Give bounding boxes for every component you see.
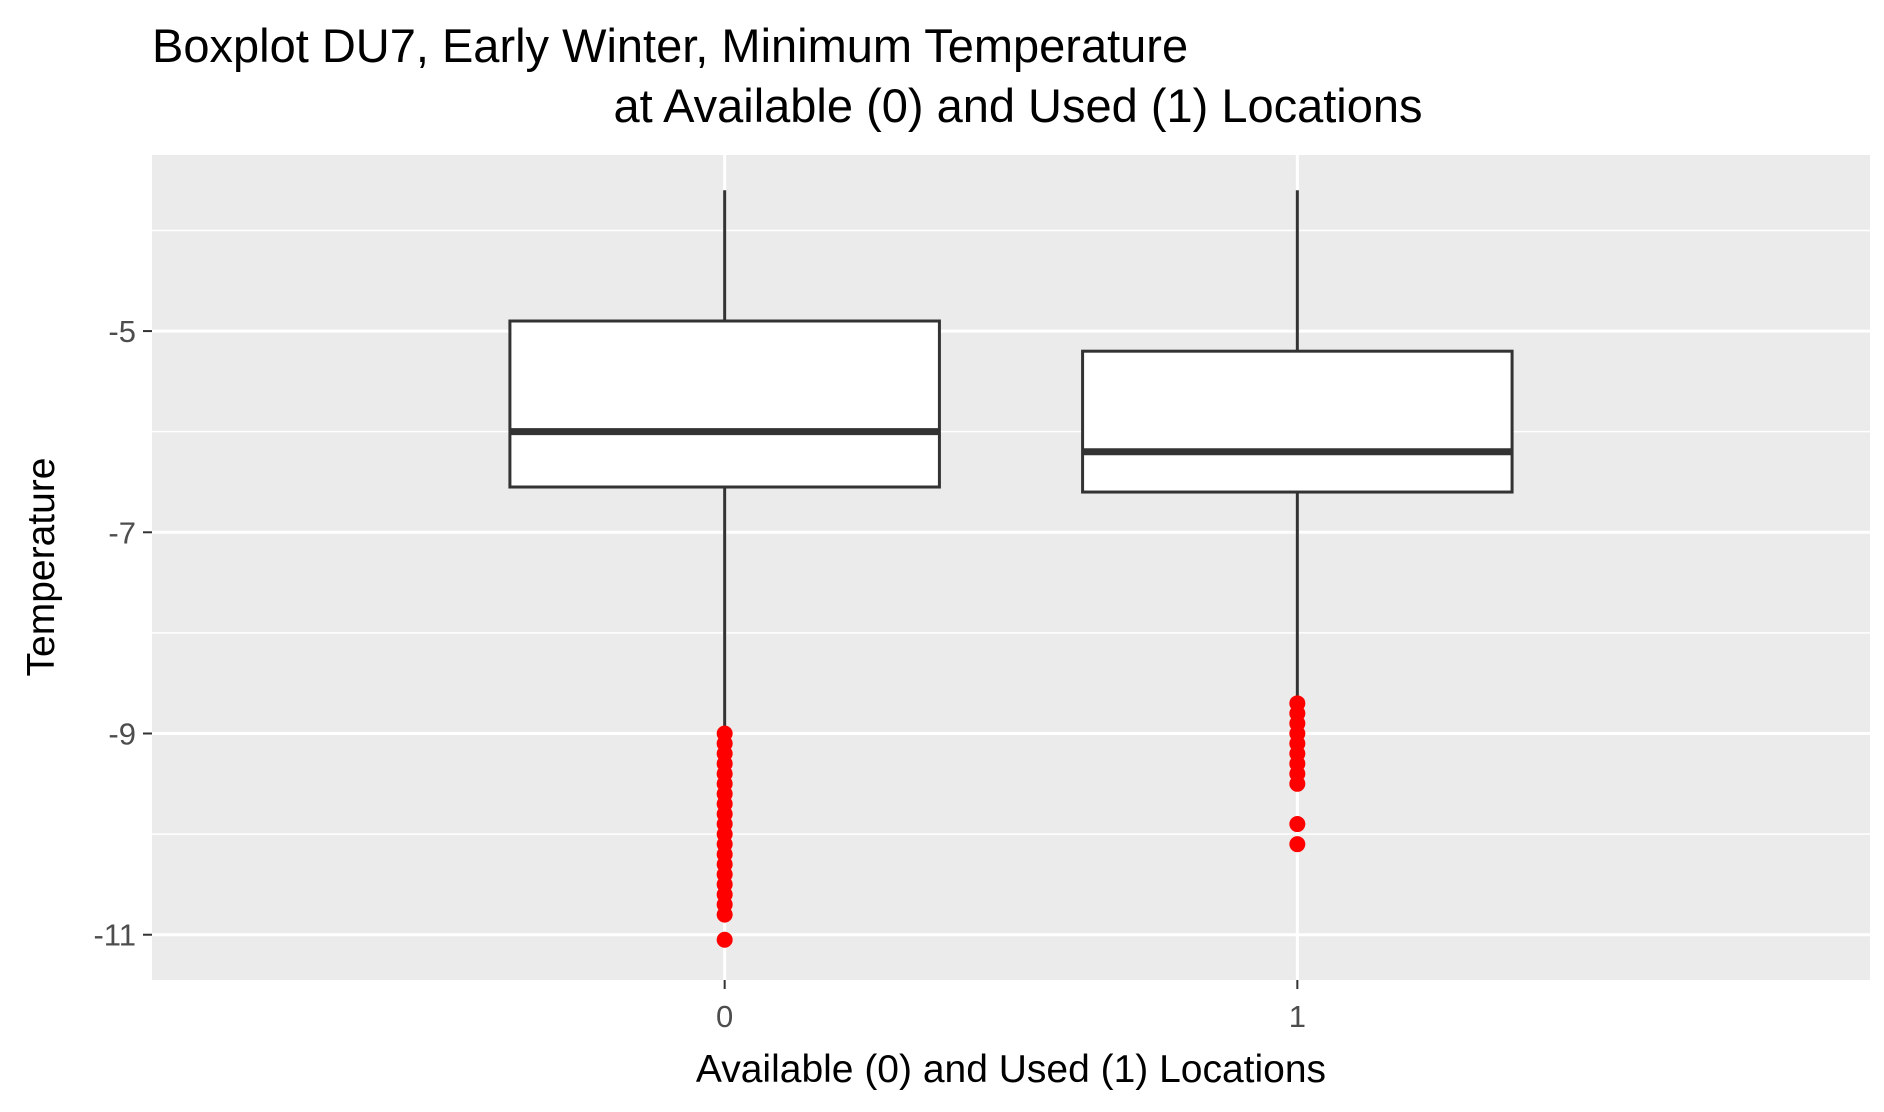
outlier-point [1289,836,1306,853]
y-axis-title: Temperature [20,458,63,677]
boxplots [508,190,1514,948]
outlier-point [1289,816,1306,833]
y-tick-label: -5 [108,314,136,349]
y-tick-label: -11 [93,918,136,953]
box [508,319,941,489]
grid-minor-lines [152,229,1870,835]
outlier-point [1289,775,1306,792]
y-axis-ticks: -5 -7 -9 -11 [93,314,152,953]
box [1081,349,1514,494]
x-axis-title: Available (0) and Used (1) Locations [696,1048,1326,1091]
x-tick-label: 0 [716,999,733,1034]
chart-title-line2: at Available (0) and Used (1) Locations [613,79,1422,132]
x-tick-label: 1 [1289,999,1306,1034]
boxplot-1 [1081,190,1514,853]
boxplot-0 [508,190,941,948]
y-tick-label: -7 [108,515,136,550]
y-tick-label: -9 [108,717,136,752]
chart-title-line1: Boxplot DU7, Early Winter, Minimum Tempe… [152,19,1188,72]
plot-panel [152,155,1870,980]
outlier-point [716,906,733,923]
outlier-point [716,931,733,948]
